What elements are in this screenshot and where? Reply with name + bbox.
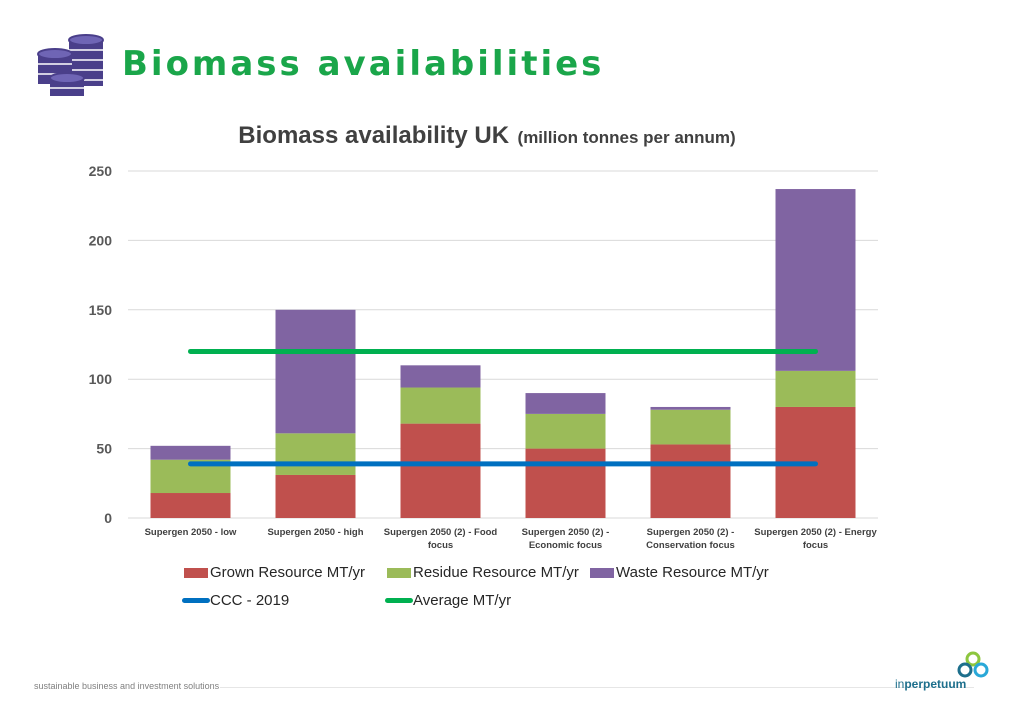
y-tick-label: 0 [104, 510, 112, 526]
legend-ccc: CCC - 2019 [182, 592, 289, 609]
x-tick-label: Economic focus [529, 540, 602, 551]
legend-grown: Grown Resource MT/yr [184, 564, 365, 581]
slide-title: Biomass availabilities [122, 44, 605, 84]
bar-segment-waste [775, 189, 856, 371]
y-tick-label: 150 [89, 302, 113, 318]
legend-average: Average MT/yr [385, 592, 511, 609]
y-tick-label: 250 [89, 163, 113, 179]
footer-divider [220, 687, 974, 688]
legend-ccc-swatch [182, 598, 210, 603]
bar-segment-residue [525, 413, 606, 449]
y-tick-label: 50 [96, 441, 112, 457]
bar-segment-waste [150, 445, 231, 460]
bar-segment-grown [150, 493, 231, 518]
bar-segment-grown [525, 448, 606, 518]
legend-grown-swatch [184, 567, 208, 578]
bar-segment-grown [400, 423, 481, 518]
legend-residue-swatch [387, 567, 411, 578]
chart-title-unit: (million tonnes per annum) [517, 128, 736, 147]
bar-segment-residue [775, 370, 856, 407]
y-tick-label: 100 [89, 371, 113, 387]
x-tick-label: Supergen 2050 (2) - Food [384, 527, 498, 538]
brand-prefix: in [895, 677, 905, 691]
brand-name: inperpetuum [895, 677, 966, 691]
x-tick-label: Supergen 2050 (2) - [647, 527, 735, 538]
bar-segment-residue [650, 409, 731, 445]
bar-segment-waste [400, 365, 481, 388]
bar-segment-waste [275, 309, 356, 434]
chart-title: Biomass availability UK (million tonnes … [0, 122, 974, 150]
legend-waste-swatch [590, 567, 614, 578]
bar-segment-waste [650, 406, 731, 410]
legend-average-label: Average MT/yr [413, 592, 512, 609]
stacked-bar-chart: 0 50 100 150 200 250 Supergen 2050 - low Superg… [89, 163, 878, 551]
y-tick-label: 200 [89, 232, 113, 248]
legend-average-swatch [385, 598, 413, 603]
brand-knot-icon [956, 650, 990, 682]
legend-ccc-label: CCC - 2019 [210, 592, 290, 609]
database-stack-icon [34, 34, 108, 100]
bar-segment-grown [650, 444, 731, 518]
x-tick-label: Supergen 2050 (2) - [522, 527, 610, 538]
legend-waste-label: Waste Resource MT/yr [616, 564, 769, 581]
bar-segment-residue [275, 433, 356, 475]
legend-residue: Residue Resource MT/yr [387, 564, 579, 581]
legend-waste: Waste Resource MT/yr [590, 564, 769, 581]
brand-suffix: perpetuum [904, 677, 967, 691]
x-tick-label: focus [428, 540, 453, 551]
bar-segment-waste [525, 393, 606, 414]
x-tick-label: Conservation focus [646, 540, 735, 551]
legend-grown-label: Grown Resource MT/yr [210, 564, 366, 581]
legend-residue-label: Residue Resource MT/yr [413, 564, 579, 581]
x-tick-label: Supergen 2050 (2) - Energy [754, 527, 877, 538]
x-tick-label: Supergen 2050 - low [145, 527, 237, 538]
bar-segment-residue [400, 387, 481, 424]
bar-segment-grown [275, 474, 356, 518]
footer-tagline: sustainable business and investment solu… [34, 681, 220, 691]
chart-title-main: Biomass availability UK [238, 122, 510, 149]
x-tick-label: focus [803, 540, 828, 551]
x-tick-label: Supergen 2050 - high [267, 527, 363, 538]
